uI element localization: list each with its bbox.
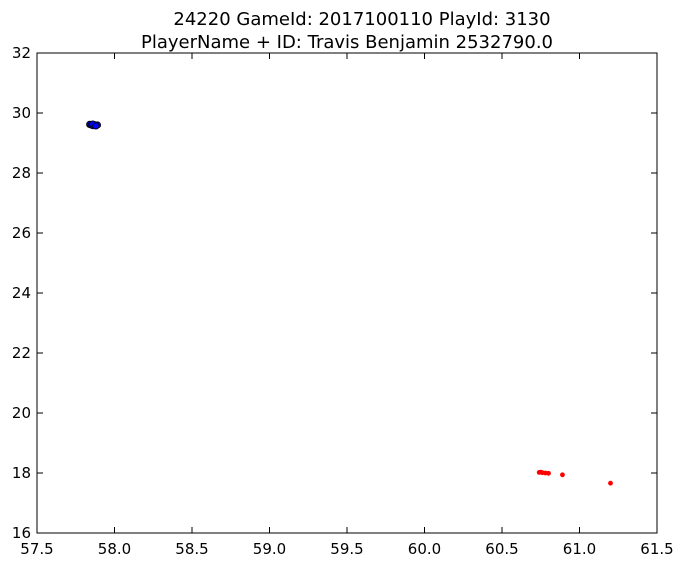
x-tick-label: 58.5	[175, 540, 208, 558]
y-tick-label: 30	[12, 104, 31, 122]
x-tick-label: 61.5	[640, 540, 673, 558]
x-tick-label: 58.0	[98, 540, 131, 558]
red-data-point	[608, 480, 613, 486]
data-points	[86, 120, 613, 486]
x-tick-label: 57.5	[20, 540, 53, 558]
x-tick-label: 61.0	[563, 540, 596, 558]
x-tick-label: 59.0	[253, 540, 286, 558]
y-tick-label: 22	[12, 344, 31, 362]
blue-data-point	[92, 122, 100, 130]
axis-ticks: 57.5 58.0 58.5 59.0 59.5 60.0 60.5 61.0 61.5 16 18…	[12, 44, 674, 558]
y-tick-label: 16	[12, 524, 31, 542]
chart-title-line-1: 24220 GameId: 2017100110 PlayId: 3130	[173, 9, 550, 30]
y-tick-label: 26	[12, 224, 31, 242]
chart-title-line-2: PlayerName + ID: Travis Benjamin 2532790…	[141, 32, 553, 53]
y-tick-label: 24	[12, 284, 31, 302]
x-tick-label: 60.0	[408, 540, 441, 558]
red-data-point	[560, 472, 565, 478]
x-tick-label: 60.5	[485, 540, 518, 558]
y-tick-label: 20	[12, 404, 31, 422]
red-data-point	[546, 470, 551, 476]
plot-frame	[36, 52, 658, 534]
y-tick-label: 32	[12, 44, 31, 62]
x-tick-label: 59.5	[330, 540, 363, 558]
y-tick-label: 28	[12, 164, 31, 182]
y-tick-label: 18	[12, 464, 31, 482]
